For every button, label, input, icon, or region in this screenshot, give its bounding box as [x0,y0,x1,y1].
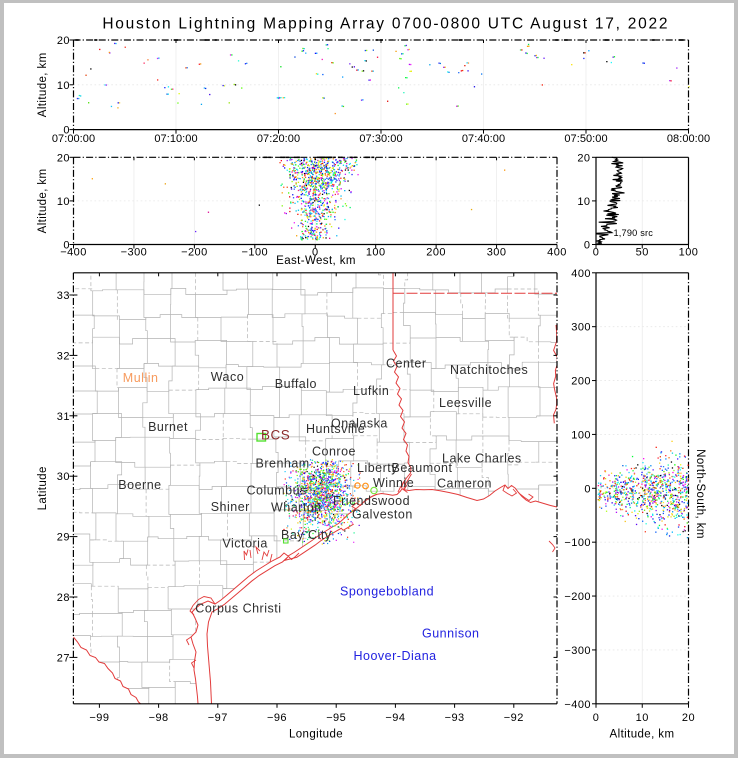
svg-text:−300: −300 [121,247,148,259]
svg-text:Bay City: Bay City [281,528,332,542]
svg-text:20: 20 [57,35,70,47]
svg-text:Gunnison: Gunnison [422,627,480,641]
svg-text:−100: −100 [564,537,591,549]
svg-text:Mullin: Mullin [123,371,159,385]
svg-text:400: 400 [547,247,567,259]
svg-text:Cameron: Cameron [437,477,492,491]
svg-text:Altitude, km: Altitude, km [37,168,49,233]
svg-text:Latitude: Latitude [37,466,49,510]
svg-text:Columbus: Columbus [247,483,307,497]
svg-text:−99: −99 [89,712,109,724]
svg-text:Victoria: Victoria [222,537,267,551]
svg-text:300: 300 [571,322,591,334]
svg-text:07:30:00: 07:30:00 [359,133,402,145]
svg-text:−100: −100 [242,247,269,259]
svg-text:20: 20 [57,152,70,164]
svg-text:29: 29 [57,532,70,544]
svg-text:Hoover-Diana: Hoover-Diana [354,649,437,663]
svg-text:31: 31 [57,411,70,423]
svg-text:0: 0 [593,247,600,259]
svg-text:07:50:00: 07:50:00 [564,133,607,145]
svg-text:−400: −400 [60,247,87,259]
svg-text:Altitude, km: Altitude, km [610,729,675,741]
svg-text:100: 100 [571,429,591,441]
svg-text:100: 100 [366,247,386,259]
svg-text:Center: Center [386,357,427,371]
svg-text:08:00:00: 08:00:00 [667,133,710,145]
svg-text:28: 28 [57,592,70,604]
svg-text:0: 0 [312,247,319,259]
svg-text:200: 200 [571,376,591,388]
svg-text:Wharton: Wharton [271,501,322,515]
svg-text:East-West, km: East-West, km [276,255,356,267]
svg-text:100: 100 [679,247,699,259]
svg-text:Corpus Christi: Corpus Christi [195,602,281,616]
svg-text:−300: −300 [564,645,591,657]
svg-text:1,790 src: 1,790 src [614,228,654,238]
svg-text:Boerne: Boerne [118,478,161,492]
svg-text:Lufkin: Lufkin [353,384,389,398]
svg-text:10: 10 [57,196,70,208]
svg-text:−400: −400 [564,699,591,711]
svg-text:Galveston: Galveston [352,508,413,522]
svg-text:33: 33 [57,290,70,302]
svg-text:10: 10 [57,80,70,92]
svg-text:07:20:00: 07:20:00 [257,133,300,145]
svg-text:−93: −93 [445,712,465,724]
svg-text:Liberty: Liberty [357,461,398,475]
svg-text:North-South, km: North-South, km [694,449,706,539]
svg-text:−96: −96 [267,712,287,724]
svg-text:−95: −95 [326,712,346,724]
svg-text:−92: −92 [504,712,524,724]
svg-text:−200: −200 [181,247,208,259]
svg-text:Altitude, km: Altitude, km [37,52,49,117]
svg-text:−200: −200 [564,591,591,603]
svg-text:Conroe: Conroe [312,445,356,459]
svg-text:200: 200 [426,247,446,259]
svg-text:Spongebobland: Spongebobland [340,585,434,599]
svg-text:30: 30 [57,471,70,483]
svg-text:20: 20 [682,712,695,724]
svg-text:Leesville: Leesville [439,396,492,410]
svg-text:Huntsville: Huntsville [306,422,365,436]
svg-text:0: 0 [584,483,591,495]
svg-text:400: 400 [571,268,591,280]
svg-text:Brenham: Brenham [256,457,310,471]
svg-text:Longitude: Longitude [289,729,343,741]
svg-text:Beaumont: Beaumont [392,461,453,475]
svg-text:−98: −98 [149,712,169,724]
svg-text:Buffalo: Buffalo [275,377,317,391]
svg-text:0: 0 [584,240,591,252]
svg-text:07:40:00: 07:40:00 [462,133,505,145]
svg-text:0: 0 [63,240,70,252]
svg-text:−94: −94 [385,712,405,724]
svg-text:Lake Charles: Lake Charles [442,452,522,466]
svg-text:10: 10 [636,712,649,724]
svg-text:−97: −97 [208,712,228,724]
svg-text:0: 0 [63,125,70,137]
svg-text:0: 0 [593,712,600,724]
svg-text:Winnie: Winnie [373,476,414,490]
svg-text:Burnet: Burnet [148,420,188,434]
svg-text:Natchitoches: Natchitoches [450,363,528,377]
svg-text:10: 10 [577,196,590,208]
svg-text:20: 20 [577,152,590,164]
svg-text:27: 27 [57,652,70,664]
svg-text:Onalaska: Onalaska [331,417,388,431]
svg-text:300: 300 [487,247,507,259]
svg-text:Friendswood: Friendswood [333,494,410,508]
svg-text:50: 50 [636,247,649,259]
svg-text:07:00:00: 07:00:00 [52,133,95,145]
svg-text:Houston Lightning Mapping Arra: Houston Lightning Mapping Array 0700-080… [102,16,669,33]
svg-text:Waco: Waco [211,370,245,384]
svg-text:07:10:00: 07:10:00 [154,133,197,145]
svg-text:Shiner: Shiner [211,500,250,514]
svg-text:32: 32 [57,350,70,362]
svg-text:BCS: BCS [261,428,290,443]
